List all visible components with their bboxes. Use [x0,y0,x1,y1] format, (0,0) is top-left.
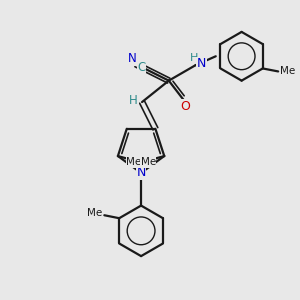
Text: H: H [190,53,198,63]
Text: Me: Me [141,157,156,167]
Text: H: H [129,94,138,107]
Text: Me: Me [126,157,142,167]
Text: Me: Me [87,208,103,218]
Text: O: O [181,100,190,113]
Text: C: C [137,61,146,74]
Text: Me: Me [280,66,295,76]
Text: N: N [128,52,137,65]
Text: N: N [136,167,146,179]
Text: N: N [197,57,206,70]
